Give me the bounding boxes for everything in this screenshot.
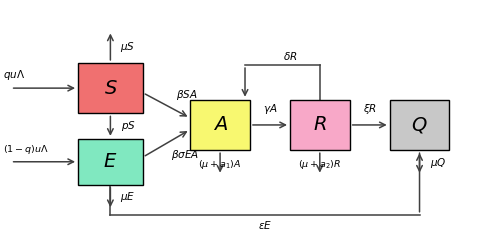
- Text: $\gamma A$: $\gamma A$: [262, 102, 277, 116]
- Text: $qu\Lambda$: $qu\Lambda$: [3, 69, 26, 82]
- FancyBboxPatch shape: [390, 100, 450, 150]
- Text: $\it{A}$: $\it{A}$: [212, 115, 228, 134]
- FancyBboxPatch shape: [78, 63, 143, 113]
- Text: $\mu Q$: $\mu Q$: [430, 156, 447, 170]
- Text: $\it{Q}$: $\it{Q}$: [411, 115, 428, 135]
- FancyBboxPatch shape: [290, 100, 350, 150]
- Text: $\it{R}$: $\it{R}$: [313, 115, 326, 134]
- Text: $\xi R$: $\xi R$: [362, 102, 376, 116]
- FancyBboxPatch shape: [78, 139, 143, 185]
- Text: $\varepsilon E$: $\varepsilon E$: [258, 219, 272, 231]
- Text: $\mu S$: $\mu S$: [120, 40, 136, 54]
- Text: $(\mu+a_2)R$: $(\mu+a_2)R$: [298, 158, 341, 171]
- Text: $(1-q)u\Lambda$: $(1-q)u\Lambda$: [3, 143, 49, 156]
- Text: $(\mu+a_1)A$: $(\mu+a_1)A$: [198, 158, 242, 171]
- FancyBboxPatch shape: [190, 100, 250, 150]
- Text: $\beta SA$: $\beta SA$: [176, 88, 198, 102]
- Text: $\it{E}$: $\it{E}$: [103, 152, 118, 171]
- Text: $\mu E$: $\mu E$: [120, 190, 136, 204]
- Text: $\it{S}$: $\it{S}$: [104, 79, 118, 98]
- Text: $\beta\sigma EA$: $\beta\sigma EA$: [172, 148, 200, 162]
- Text: $pS$: $pS$: [122, 119, 136, 133]
- Text: $\delta R$: $\delta R$: [282, 50, 297, 62]
